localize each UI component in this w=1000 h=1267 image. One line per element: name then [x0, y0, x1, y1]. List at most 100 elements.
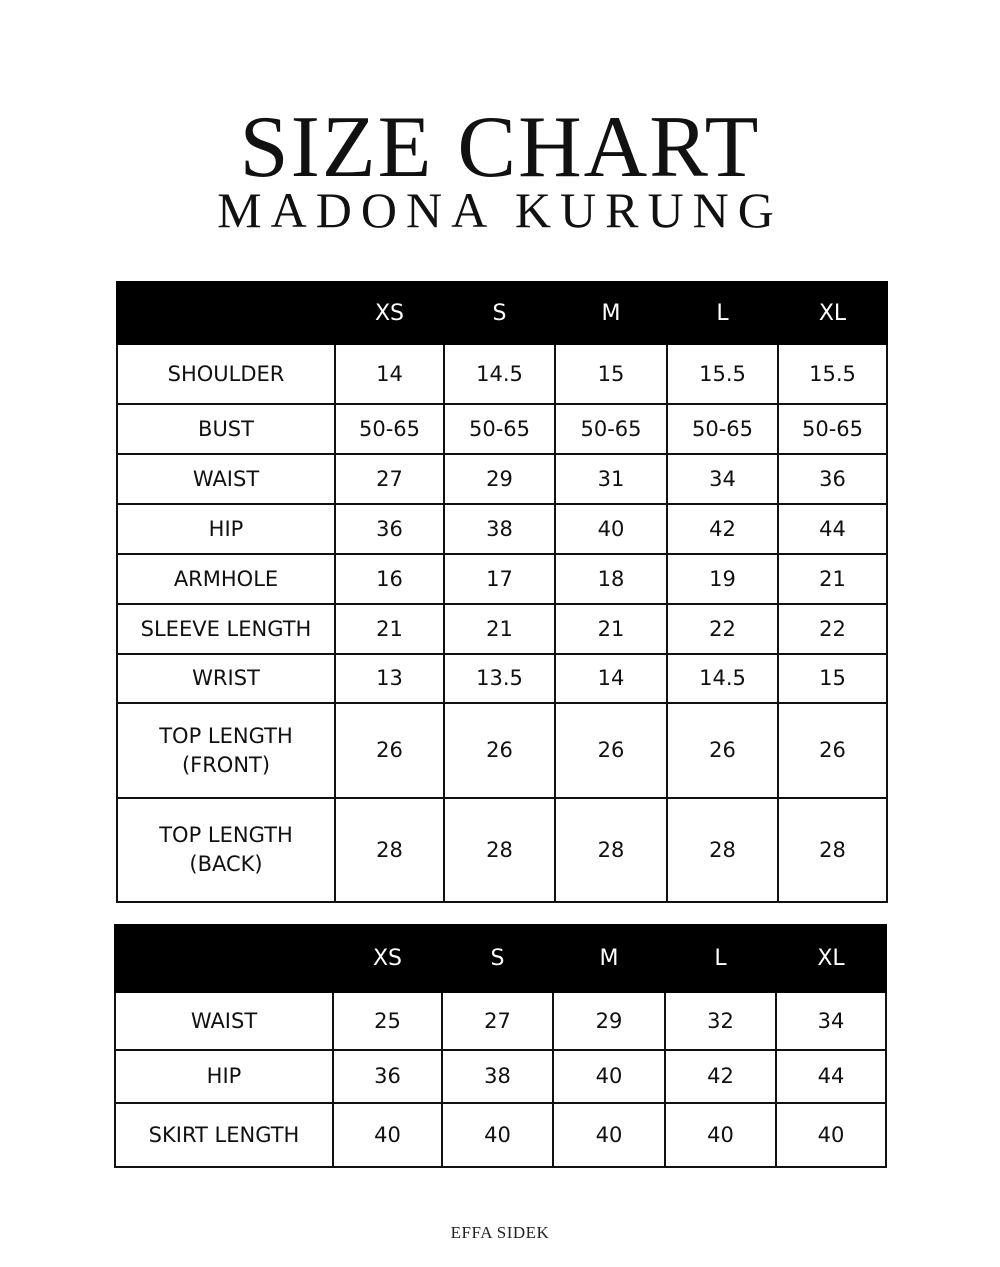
measurement-value: 38	[443, 503, 556, 555]
measurement-value: 42	[666, 503, 779, 555]
size-header-s: S	[441, 924, 554, 993]
page-subtitle: MADONA KURUNG	[217, 182, 783, 238]
top-size-table: XS S M L XL SHOULDER 14 14.5 15 15.5 15.5 BUST 50-65…	[116, 281, 888, 903]
measurement-label: WAIST	[116, 453, 336, 505]
size-header-xl: XL	[775, 924, 887, 993]
measurement-value: 15	[777, 653, 888, 704]
measurement-value: 14	[334, 343, 445, 405]
size-header-xl: XL	[777, 281, 888, 345]
measurement-value: 40	[552, 1049, 666, 1104]
size-header-l: L	[664, 924, 777, 993]
size-header-m: M	[552, 924, 666, 993]
skirt-size-table: XS S M L XL WAIST 25 27 29 32 34 HIP 36 38 40 42 44 SKIRT…	[114, 924, 887, 1168]
measurement-value: 28	[334, 797, 445, 903]
measurement-value: 26	[443, 702, 556, 799]
measurement-value: 27	[441, 991, 554, 1051]
measurement-value: 29	[552, 991, 666, 1051]
measurement-value: 13.5	[443, 653, 556, 704]
measurement-value: 14	[554, 653, 668, 704]
header-row: XS S M L XL	[114, 924, 887, 993]
size-header-s: S	[443, 281, 556, 345]
measurement-value: 28	[443, 797, 556, 903]
measurement-value: 36	[332, 1049, 443, 1104]
header-row: XS S M L XL	[116, 281, 888, 345]
measurement-value: 31	[554, 453, 668, 505]
measurement-value: 40	[554, 503, 668, 555]
measurement-value: 28	[666, 797, 779, 903]
table-row: HIP 36 38 40 42 44	[116, 503, 888, 555]
measurement-value: 40	[441, 1102, 554, 1168]
size-header-xs: XS	[334, 281, 445, 345]
measurement-value: 26	[334, 702, 445, 799]
measurement-value: 27	[334, 453, 445, 505]
measurement-label: ARMHOLE	[116, 553, 336, 605]
measurement-label: TOP LENGTH (FRONT)	[116, 702, 336, 799]
measurement-value: 38	[441, 1049, 554, 1104]
table-row: TOP LENGTH (FRONT) 26 26 26 26 26	[116, 702, 888, 799]
measurement-label: SLEEVE LENGTH	[116, 603, 336, 655]
measurement-value: 34	[775, 991, 887, 1051]
measurement-label: WAIST	[114, 991, 334, 1051]
table-row: SKIRT LENGTH 40 40 40 40 40	[114, 1102, 887, 1168]
measurement-value: 34	[666, 453, 779, 505]
measurement-value: 26	[666, 702, 779, 799]
measurement-value: 44	[777, 503, 888, 555]
measurement-value: 14.5	[443, 343, 556, 405]
measurement-value: 28	[554, 797, 668, 903]
measurement-label: HIP	[114, 1049, 334, 1104]
size-header-l: L	[666, 281, 779, 345]
measurement-value: 25	[332, 991, 443, 1051]
measurement-value: 29	[443, 453, 556, 505]
measurement-value: 15.5	[666, 343, 779, 405]
measurement-value: 18	[554, 553, 668, 605]
measurement-value: 14.5	[666, 653, 779, 704]
size-header-xs: XS	[332, 924, 443, 993]
measurement-value: 17	[443, 553, 556, 605]
measurement-value: 32	[664, 991, 777, 1051]
measurement-value: 26	[554, 702, 668, 799]
measurement-value: 40	[332, 1102, 443, 1168]
measurement-value: 36	[334, 503, 445, 555]
table-row: WAIST 27 29 31 34 36	[116, 453, 888, 505]
table-row: WAIST 25 27 29 32 34	[114, 991, 887, 1051]
measurement-value: 50-65	[666, 403, 779, 455]
table-row: SLEEVE LENGTH 21 21 21 22 22	[116, 603, 888, 655]
table-row: SHOULDER 14 14.5 15 15.5 15.5	[116, 343, 888, 405]
measurement-value: 19	[666, 553, 779, 605]
table-row: BUST 50-65 50-65 50-65 50-65 50-65	[116, 403, 888, 455]
table-row: WRIST 13 13.5 14 14.5 15	[116, 653, 888, 704]
table-row: TOP LENGTH (BACK) 28 28 28 28 28	[116, 797, 888, 903]
measurement-value: 36	[777, 453, 888, 505]
measurement-label: BUST	[116, 403, 336, 455]
measurement-value: 40	[664, 1102, 777, 1168]
measurement-label: TOP LENGTH (BACK)	[116, 797, 336, 903]
measurement-value: 42	[664, 1049, 777, 1104]
measurement-value: 50-65	[334, 403, 445, 455]
header-blank-cell	[114, 924, 334, 993]
measurement-value: 21	[777, 553, 888, 605]
measurement-value: 21	[554, 603, 668, 655]
measurement-value: 40	[552, 1102, 666, 1168]
measurement-label: SKIRT LENGTH	[114, 1102, 334, 1168]
measurement-value: 22	[666, 603, 779, 655]
measurement-label: SHOULDER	[116, 343, 336, 405]
measurement-value: 21	[443, 603, 556, 655]
measurement-value: 44	[775, 1049, 887, 1104]
table-row: HIP 36 38 40 42 44	[114, 1049, 887, 1104]
measurement-label: HIP	[116, 503, 336, 555]
measurement-label: WRIST	[116, 653, 336, 704]
measurement-value: 16	[334, 553, 445, 605]
measurement-value: 13	[334, 653, 445, 704]
header-blank-cell	[116, 281, 336, 345]
measurement-value: 15.5	[777, 343, 888, 405]
measurement-value: 26	[777, 702, 888, 799]
measurement-value: 22	[777, 603, 888, 655]
measurement-value: 50-65	[777, 403, 888, 455]
size-header-m: M	[554, 281, 668, 345]
measurement-value: 50-65	[443, 403, 556, 455]
measurement-value: 21	[334, 603, 445, 655]
brand-footer: EFFA SIDEK	[450, 1223, 550, 1242]
table-row: ARMHOLE 16 17 18 19 21	[116, 553, 888, 605]
measurement-value: 40	[775, 1102, 887, 1168]
measurement-value: 50-65	[554, 403, 668, 455]
